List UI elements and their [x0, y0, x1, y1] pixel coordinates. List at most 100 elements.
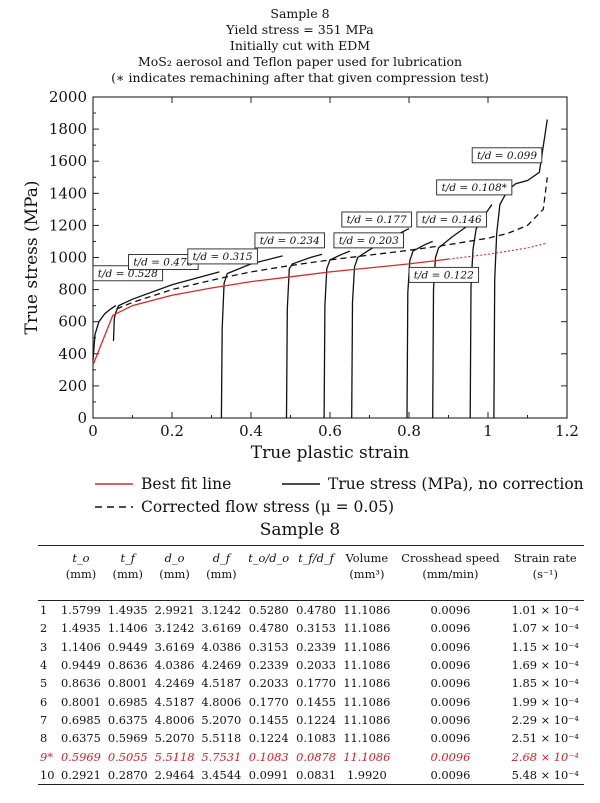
table-cell: 9* [40, 749, 53, 764]
table-cell: 2.29 × 10⁻⁴ [511, 712, 579, 727]
table-cell: 0.1224 [296, 712, 336, 727]
table-cell: 11.1086 [343, 621, 391, 636]
td-annotation-box [341, 211, 412, 228]
table-cell: 0.6985 [107, 694, 148, 709]
y-tick-label: 1600 [49, 152, 87, 170]
true-stress-segment [92, 305, 117, 361]
table-cell: 5.7531 [201, 749, 242, 764]
table-cell: 0.0096 [430, 621, 471, 636]
legend-true-stress-label: True stress (MPa), no correction [328, 475, 584, 493]
td-annotation-box [436, 179, 513, 196]
table-cell: 1.5799 [61, 603, 101, 618]
table-cell: 1.4935 [107, 603, 148, 618]
table-cell: 0.1455 [248, 712, 289, 727]
table-header-cell: t_f/d_f [293, 546, 340, 601]
x-tick-label: 0.8 [397, 422, 421, 440]
table-header-unit: (mm) [65, 567, 97, 581]
x-tick-label: 0.2 [160, 422, 184, 440]
true-stress-segment [493, 119, 548, 419]
table-cell: 0.0991 [248, 767, 289, 782]
table-cell: 5.5118 [154, 749, 195, 764]
table-header-unit: (mm³) [349, 567, 385, 581]
table-cell: 7 [40, 712, 48, 727]
x-tick-label: 0 [88, 422, 98, 440]
table-header-label: t_o [72, 551, 90, 565]
td-annotation-box [416, 211, 487, 228]
table-cell: 2.9921 [154, 603, 195, 618]
table-cell: 11.1086 [343, 712, 391, 727]
table-title: Sample 8 [259, 520, 341, 540]
table-cell: 0.8636 [107, 658, 148, 673]
table-cell: 4.0386 [154, 658, 195, 673]
table-row: 10 0.2921 0.2870 2.9464 3.4544 0.0991 0.0831 1.… [38, 766, 584, 785]
table-cell: 4.0386 [201, 639, 242, 654]
best-fit-line [92, 258, 449, 366]
true-stress-segment [432, 224, 469, 419]
td-annotation-label: t/d = 0.146 [422, 214, 482, 226]
title-line-5: (∗ indicates remachining after that give… [111, 70, 489, 85]
true-stress-segment [406, 240, 433, 419]
table-cell: 1.4935 [61, 621, 101, 636]
table-cell: 10 [40, 767, 55, 782]
td-annotation-box [471, 147, 543, 164]
table-cell: 3.6169 [154, 639, 195, 654]
table-cell: 4.8006 [201, 694, 242, 709]
corrected-flow-stress-line [116, 177, 548, 310]
table-cell: 1.85 × 10⁻⁴ [511, 676, 579, 691]
table-cell: 2.51 × 10⁻⁴ [511, 731, 579, 746]
table-header-unit: (mm/min) [422, 567, 479, 581]
true-stress-segment [469, 204, 493, 419]
table-cell: 0.1770 [248, 694, 289, 709]
y-tick-label: 2000 [49, 88, 87, 106]
true-stress-segment [285, 253, 323, 419]
table-cell: 4.8006 [154, 712, 195, 727]
table-cell: 4.5187 [201, 676, 242, 691]
table-cell: 5.5118 [201, 731, 242, 746]
table-cell: 0.6985 [61, 712, 101, 727]
table-cell: 0.3153 [248, 639, 289, 654]
table-header-cell: Crosshead speed (mm/min) [394, 546, 506, 601]
y-tick-label: 800 [58, 281, 87, 299]
table-header-unit: (mm) [112, 567, 144, 581]
table-header-cell: t_o/d_o [245, 546, 293, 601]
table-cell: 0.5969 [61, 749, 101, 764]
td-annotation-label: t/d = 0.108* [442, 182, 508, 194]
table-header-label: Crosshead speed [401, 551, 500, 565]
y-tick-label: 400 [58, 345, 87, 363]
table-cell: 1.99 × 10⁻⁴ [511, 694, 579, 709]
table-row: 8 0.6375 0.5969 5.2070 5.5118 0.1224 0.1083 11.… [38, 729, 584, 747]
table-cell: 0.4780 [248, 621, 289, 636]
table-cell: 1.1406 [107, 621, 148, 636]
table-cell: 0.0096 [430, 767, 471, 782]
table-cell: 0.0096 [430, 603, 471, 618]
table-cell: 0.2921 [61, 767, 101, 782]
table-header-label: Volume [345, 551, 389, 565]
legend-corrected-label: Corrected flow stress (μ = 0.05) [141, 498, 394, 516]
table-cell: 0.8001 [61, 694, 101, 709]
table-cell: 0.1224 [248, 731, 289, 746]
specimen-table: t_o (mm) t_f (mm) d_o (mm) d_f (mm) t_o/d_o t_f/d… [38, 545, 584, 785]
table-cell: 0.1455 [296, 694, 336, 709]
table-cell: 0.1083 [296, 731, 336, 746]
table-row: 9* 0.5969 0.5055 5.5118 5.7531 0.1083 0.0878 11… [38, 747, 584, 765]
table-cell: 0.0831 [296, 767, 336, 782]
table-header-label: t_f [120, 551, 136, 565]
y-tick-label: 0 [77, 409, 87, 427]
table-header-label: d_f [212, 551, 230, 565]
td-annotation-label: t/d = 0.528 [98, 268, 158, 280]
table-header-unit: (mm) [159, 567, 190, 581]
table-cell: 11.1086 [343, 676, 391, 691]
true-stress-segment [351, 228, 410, 419]
y-tick-label: 1800 [49, 120, 87, 138]
title-line-3: Initially cut with EDM [229, 38, 371, 53]
stress-strain-chart: 0 0.2 0.4 0.6 0.8 1 1.2 0 200 400 600 800 1000 1200 14… [22, 88, 584, 516]
table-cell: 0.2339 [248, 658, 289, 673]
table-cell: 2.68 × 10⁻⁴ [511, 749, 579, 764]
table-row: 6 0.8001 0.6985 4.5187 4.8006 0.1770 0.1455 11.… [38, 692, 584, 710]
table-cell: 0.0096 [430, 694, 471, 709]
title-line-2: Yield stress = 351 MPa [226, 22, 374, 37]
y-tick-label: 600 [58, 313, 87, 331]
table-cell: 4.2469 [201, 658, 242, 673]
table-cell: 3.1242 [154, 621, 195, 636]
table-cell: 0.2033 [248, 676, 289, 691]
